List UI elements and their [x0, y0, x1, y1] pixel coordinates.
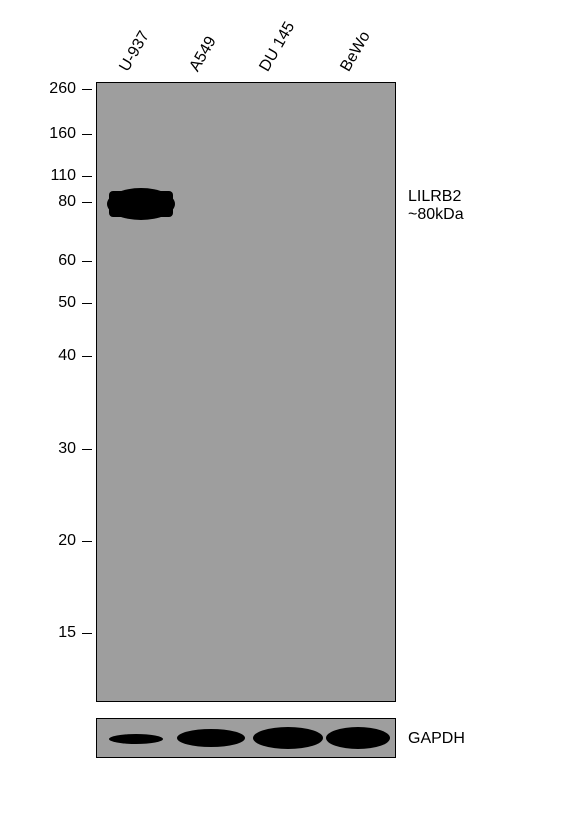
mw-tick-20 — [82, 541, 92, 542]
mw-label-20: 20 — [36, 532, 76, 550]
western-blot-figure: U-937 A549 DU 145 BeWo 260 160 — [0, 0, 582, 826]
gapdh-band-bewo — [326, 727, 391, 749]
gapdh-blot-membrane — [96, 718, 396, 758]
mw-label-260: 260 — [36, 80, 76, 98]
mw-tick-110 — [82, 176, 92, 177]
mw-tick-80 — [82, 202, 92, 203]
mw-tick-260 — [82, 89, 92, 90]
mw-label-80: 80 — [36, 193, 76, 211]
lane-label-1: U-937 — [116, 28, 153, 75]
mw-tick-30 — [82, 449, 92, 450]
lane-label-4: BeWo — [337, 29, 374, 75]
lilrb2-band — [105, 185, 177, 223]
mw-label-50: 50 — [36, 294, 76, 312]
mw-label-60: 60 — [36, 252, 76, 270]
gapdh-band-du145 — [253, 727, 323, 749]
gapdh-band-a549 — [177, 729, 245, 747]
mw-label-160: 160 — [36, 125, 76, 143]
mw-label-15: 15 — [36, 624, 76, 642]
target-protein-label: LILRB2 ~80kDa — [408, 188, 464, 224]
mw-tick-40 — [82, 356, 92, 357]
mw-tick-160 — [82, 134, 92, 135]
mw-tick-15 — [82, 633, 92, 634]
lane-label-2: A549 — [186, 34, 220, 75]
lane-label-3: DU 145 — [256, 19, 299, 75]
mw-tick-50 — [82, 303, 92, 304]
gapdh-label: GAPDH — [408, 730, 465, 748]
gapdh-band-u937 — [109, 734, 164, 745]
target-name: LILRB2 — [408, 188, 464, 206]
mw-label-110: 110 — [36, 167, 76, 185]
mw-label-40: 40 — [36, 347, 76, 365]
target-mw: ~80kDa — [408, 206, 464, 224]
mw-tick-60 — [82, 261, 92, 262]
mw-label-30: 30 — [36, 440, 76, 458]
main-blot-membrane — [96, 82, 396, 702]
